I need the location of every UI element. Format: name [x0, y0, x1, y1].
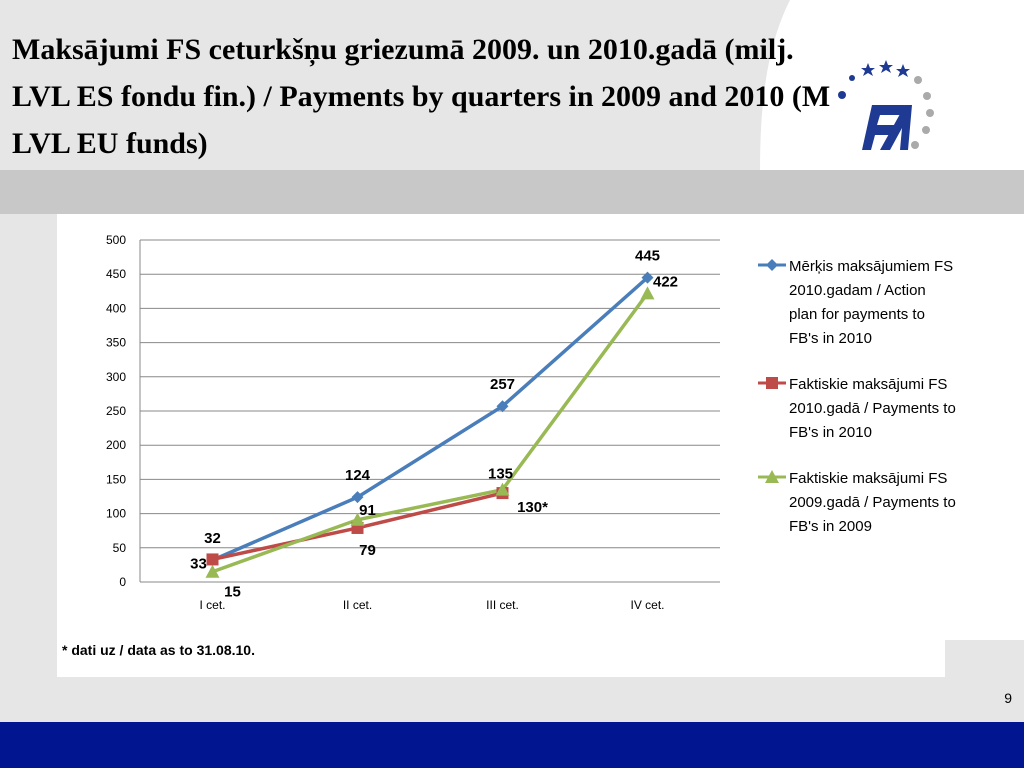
y-tick-label: 150	[106, 472, 126, 486]
y-tick-label: 400	[106, 301, 126, 315]
data-label: 445	[635, 248, 660, 265]
logo	[838, 60, 934, 150]
marker	[206, 553, 219, 566]
band	[0, 170, 1024, 214]
data-label: 422	[653, 273, 678, 290]
data-label: 257	[490, 376, 515, 393]
series-line	[211, 292, 649, 574]
marker	[350, 512, 365, 526]
y-tick-label: 100	[106, 507, 126, 521]
page-number: 9	[1004, 690, 1012, 706]
legend-icon	[758, 259, 786, 271]
marker	[766, 259, 778, 271]
legend-entry: Mērķis maksājumiem FS 2010.gadam / Actio…	[757, 255, 957, 351]
marker	[766, 377, 778, 389]
x-tick-label: III cet.	[486, 598, 519, 612]
y-tick-label: 450	[106, 267, 126, 281]
title: Maksājumi FS ceturkšņu griezumā 2009. un…	[12, 33, 831, 160]
legend-entry: Faktiskie maksājumi FS 2009.gadā / Payme…	[757, 467, 957, 539]
data-label: 130*	[517, 499, 548, 516]
logo-area	[760, 0, 1024, 170]
legend-icon	[758, 470, 786, 483]
data-label: 33	[190, 555, 207, 572]
y-tick-label: 0	[119, 575, 126, 589]
legend-label: Faktiskie maksājumi FS 2009.gadā / Payme…	[789, 470, 956, 535]
data-label: 32	[204, 530, 221, 547]
legend: Mērķis maksājumiem FS 2010.gadam / Actio…	[757, 255, 957, 561]
marker	[641, 271, 654, 284]
legend-box	[945, 214, 1024, 640]
data-label: 79	[359, 542, 376, 559]
marker	[496, 400, 509, 413]
y-tick-label: 300	[106, 370, 126, 384]
y-tick-label: 500	[106, 233, 126, 247]
x-tick-label: II cet.	[343, 598, 372, 612]
x-tick-label: IV cet.	[630, 598, 664, 612]
x-tick-label: I cet.	[199, 598, 225, 612]
marker	[765, 470, 779, 483]
y-tick-label: 250	[106, 404, 126, 418]
legend-icon	[758, 377, 786, 389]
y-tick-label: 200	[106, 438, 126, 452]
footer-bar	[0, 722, 1024, 768]
footnote: * dati uz / data as to 31.08.10.	[62, 642, 255, 658]
data-label: 135	[488, 466, 513, 483]
legend-label: Mērķis maksājumiem FS 2010.gadam / Actio…	[789, 258, 954, 347]
data-label: 15	[224, 584, 241, 601]
legend-entry: Faktiskie maksājumi FS 2010.gadā / Payme…	[757, 373, 957, 445]
marker	[640, 286, 655, 300]
series-line	[211, 276, 649, 562]
legend-label: Faktiskie maksājumi FS 2010.gadā / Payme…	[789, 376, 956, 441]
marker	[205, 564, 220, 578]
marker	[495, 482, 510, 496]
data-label: 91	[359, 502, 376, 519]
marker	[351, 491, 364, 504]
data-label: 124	[345, 467, 371, 484]
y-tick-label: 50	[113, 541, 127, 555]
y-tick-label: 350	[106, 336, 126, 350]
